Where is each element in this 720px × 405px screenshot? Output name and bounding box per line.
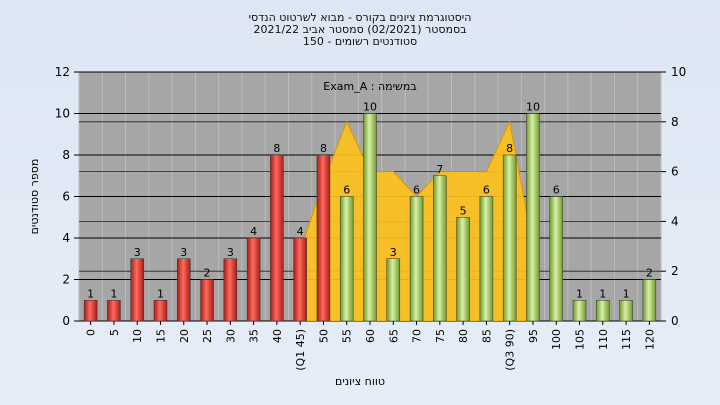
data-label: 4 (297, 225, 304, 238)
chart-enrollment: סטודנטים רשומים - 150 (302, 35, 418, 48)
x-axis-title: טווח ציונים (335, 375, 385, 388)
area-series-label: Exam_A : במשימה (323, 80, 416, 93)
x-tick-label: 25 (201, 329, 214, 343)
x-tick-label: 20 (178, 329, 191, 343)
bar (572, 300, 587, 322)
bar (386, 258, 401, 322)
data-label: 6 (553, 184, 560, 197)
data-label: 2 (646, 267, 653, 280)
chart-subtitle: בסמסטר (02/2021) סמסטר אביב 2021/22 (253, 23, 467, 36)
bar (409, 196, 424, 322)
y-tick-label: 2 (62, 273, 70, 287)
data-label: 6 (343, 184, 350, 197)
data-label: 3 (134, 246, 141, 259)
data-label: 3 (227, 246, 234, 259)
y2-tick-label: 8 (671, 115, 679, 129)
bar (200, 279, 214, 322)
bar (619, 300, 633, 322)
x-tick-label: 35 (248, 329, 261, 343)
data-labels: 1 1 3 1 3 2 3 4 8 4 8 6 10 3 6 7 5 6 8 10 6 1 1 1 2 (87, 101, 653, 301)
bar (293, 237, 307, 322)
data-label: 4 (250, 225, 257, 238)
data-label: 1 (599, 287, 606, 300)
x-tick-label: 50 (317, 329, 330, 343)
x-tick-label: 95 (527, 329, 540, 343)
y2-tick-label: 4 (671, 214, 679, 228)
bar (316, 154, 331, 322)
data-label: 5 (460, 204, 467, 217)
x-tick-label: 15 (154, 329, 167, 343)
data-label: 1 (110, 287, 117, 300)
bar (246, 237, 261, 322)
bar (596, 300, 610, 322)
x-tick-label: 110 (597, 329, 610, 350)
data-label: 1 (157, 287, 164, 300)
x-tick-label: 120 (643, 329, 656, 350)
x-tick-label: 10 (131, 329, 144, 343)
y2-tick-label: 0 (671, 314, 679, 328)
y2-tick-label: 6 (671, 165, 679, 179)
bar (526, 113, 540, 322)
bar (223, 258, 238, 322)
y-tick-label: 6 (62, 190, 70, 204)
y-tick-label: 8 (62, 148, 70, 162)
bar (83, 300, 98, 322)
bar (502, 154, 517, 322)
data-label: 7 (436, 163, 443, 176)
x-tick-label: 85 (480, 329, 493, 343)
bar (177, 258, 191, 322)
bar (363, 113, 377, 322)
bar (130, 258, 144, 322)
data-label: 2 (204, 267, 211, 280)
x-tick-label: 75 (434, 329, 447, 343)
data-label: 1 (623, 287, 630, 300)
data-label: 1 (87, 287, 94, 300)
data-label: 10 (363, 101, 377, 114)
data-label: 8 (506, 142, 513, 155)
x-tick-label: 115 (620, 329, 633, 350)
bar (456, 217, 470, 322)
y-tick-label: 4 (62, 231, 70, 245)
bar (270, 154, 284, 322)
bar (642, 279, 657, 322)
x-tick-label: 100 (550, 329, 563, 350)
x-tick-label: 80 (457, 329, 470, 343)
x-tick-label: 65 (387, 329, 400, 343)
y2-tick-label: 2 (671, 264, 679, 278)
x-tick-label: 0 (85, 329, 98, 336)
x-tick-label: 60 (364, 329, 377, 343)
bar (479, 196, 494, 322)
data-label: 6 (483, 184, 490, 197)
y2-tick-label: 10 (671, 65, 686, 79)
data-label: 6 (413, 184, 420, 197)
data-label: 3 (180, 246, 187, 259)
y-tick-label: 12 (55, 65, 70, 79)
x-tick-label: 40 (271, 329, 284, 343)
x-tick-label: (Q3 90) (504, 329, 517, 371)
x-tick-label: 30 (224, 329, 237, 343)
bar (339, 196, 354, 322)
data-label: 1 (576, 287, 583, 300)
data-label: 3 (390, 246, 397, 259)
y-axis-title: מספר סטודנטים (28, 159, 41, 235)
bar (433, 175, 447, 322)
bar (153, 300, 168, 322)
chart-title: היסטוגרמת ציונים בקורס - מבוא לשרטוט הנד… (248, 11, 472, 24)
bar (549, 196, 563, 322)
x-tick-label: 5 (108, 329, 121, 336)
x-tick-label: (Q1 45) (294, 329, 307, 371)
data-label: 10 (526, 101, 540, 114)
bars (83, 113, 657, 322)
data-label: 8 (273, 142, 280, 155)
bar (107, 300, 121, 322)
x-tick-label: 70 (411, 329, 424, 343)
y-tick-label: 10 (55, 107, 70, 121)
x-tick-label: 55 (341, 329, 354, 343)
y-tick-label: 0 (62, 314, 70, 328)
x-tick-label: 105 (574, 329, 587, 350)
data-label: 8 (320, 142, 327, 155)
